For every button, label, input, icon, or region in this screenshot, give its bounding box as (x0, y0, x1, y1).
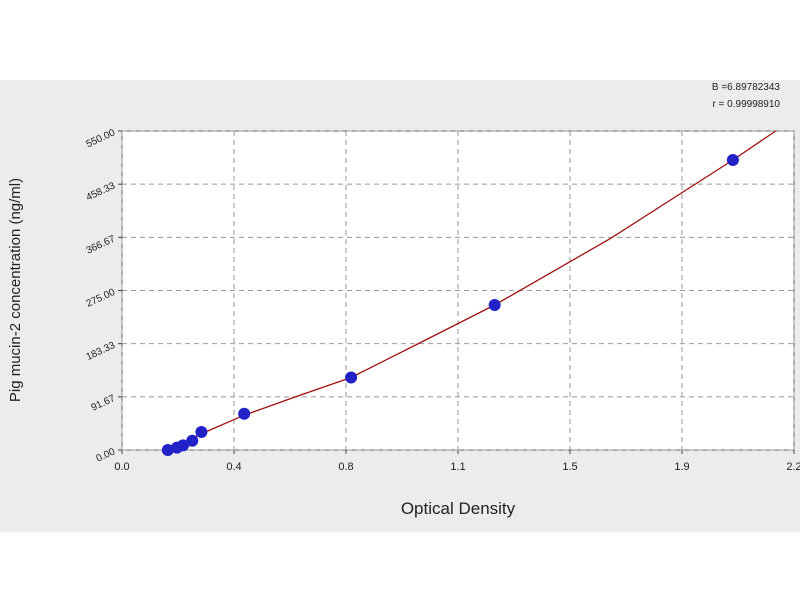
annotation: B =6.89782343 (712, 82, 781, 93)
x-tick-label: 1.1 (450, 461, 465, 473)
data-point (726, 154, 739, 166)
data-point (186, 434, 199, 447)
x-tick-label: 1.9 (674, 461, 689, 473)
x-tick-label: 1.5 (562, 461, 577, 473)
data-point (238, 407, 251, 420)
x-tick-label: 0.4 (226, 461, 241, 473)
x-axis-label: Optical Density (401, 499, 516, 518)
y-axis-label: Pig mucin-2 concentration (ng/ml) (7, 178, 24, 402)
data-point (161, 444, 174, 456)
annotation: r = 0.99998910 (712, 99, 780, 110)
fit-curve (167, 130, 777, 451)
x-tick-label: 0.8 (338, 461, 353, 473)
x-tick-label: 0.0 (114, 461, 129, 473)
data-point (195, 426, 208, 439)
data-point (345, 371, 358, 384)
data-point (177, 439, 190, 452)
data-point (488, 299, 501, 311)
x-tick-label: 2.2 (786, 461, 800, 473)
